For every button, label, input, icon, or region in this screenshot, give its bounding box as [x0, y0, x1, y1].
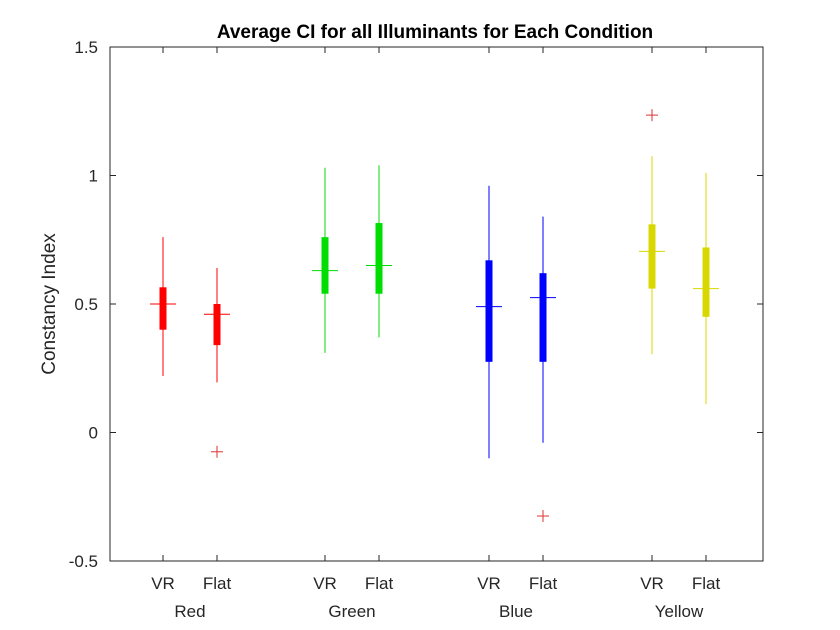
box-iqr — [702, 247, 710, 317]
box-iqr — [321, 237, 329, 294]
x-tick-label: VR — [640, 574, 664, 593]
chart-title: Average CI for all Illuminants for Each … — [217, 22, 653, 43]
x-tick-label: Flat — [203, 574, 232, 593]
box-iqr — [375, 223, 383, 294]
group-label: Red — [174, 602, 205, 621]
y-tick-label: 0.5 — [74, 295, 98, 314]
box-iqr — [539, 273, 547, 362]
box-iqr — [213, 304, 221, 346]
y-axis-label: Constancy Index — [39, 233, 60, 375]
group-label: Yellow — [655, 602, 704, 621]
x-tick-label: Flat — [365, 574, 394, 593]
x-tick-label: VR — [151, 574, 175, 593]
y-tick-label: 1 — [89, 167, 98, 186]
box-iqr — [485, 260, 493, 362]
group-label: Blue — [499, 602, 533, 621]
x-tick-label: VR — [477, 574, 501, 593]
y-tick-label: 0 — [89, 424, 98, 443]
box-iqr — [648, 224, 656, 289]
plot-area: -0.5 0 0.5 1 1.5 VR Flat Red VR Flat Green VR Flat Bl… — [69, 38, 764, 621]
x-tick-label: VR — [313, 574, 337, 593]
y-tick-label: -0.5 — [69, 552, 98, 571]
box-iqr — [159, 287, 167, 330]
x-tick-label: Flat — [692, 574, 721, 593]
y-tick-label: 1.5 — [74, 38, 98, 57]
group-label: Green — [328, 602, 375, 621]
x-tick-label: Flat — [529, 574, 558, 593]
